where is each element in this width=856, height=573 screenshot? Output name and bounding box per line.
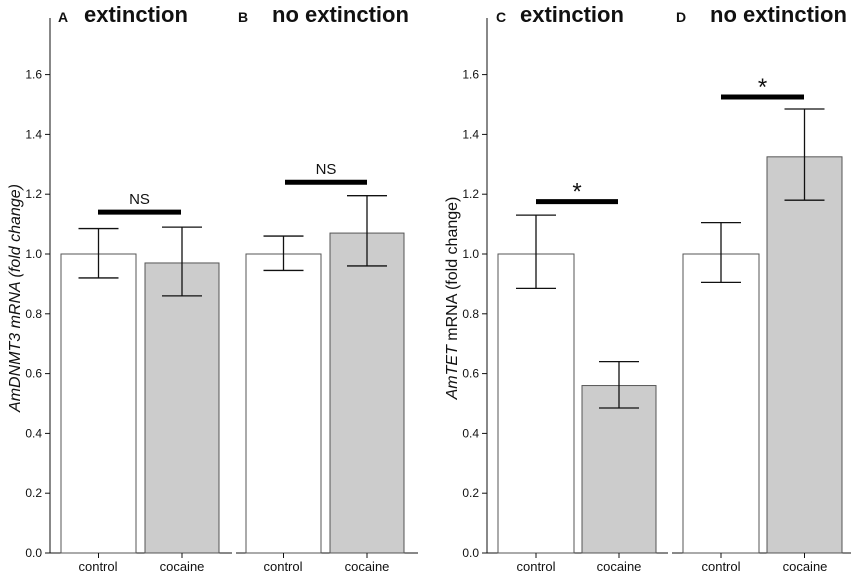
panel-letter-a: A: [58, 9, 68, 25]
y-ticks-left: 0.0 0.2 0.4 0.6 0.8 1.0 1.2 1.4 1.6: [25, 68, 50, 560]
y-axis-label-right-italic: AmTET: [444, 344, 461, 400]
y-tick-label: 0.4: [25, 426, 42, 440]
category-label-a-cocaine: cocaine: [160, 559, 205, 573]
y-axis-label-right-normal: mRNA (fold change): [444, 197, 461, 346]
y-tick-label: 0.6: [462, 367, 479, 381]
category-label-c-cocaine: cocaine: [597, 559, 642, 573]
y-axis-label-left-italic: AmDNMT3 mRNA (fold change): [7, 184, 24, 413]
significance-label-a: NS: [129, 191, 150, 208]
bar-a-control: [60, 253, 137, 554]
category-label-b-cocaine: cocaine: [345, 559, 390, 573]
chart-marks: control cocaine NS control cocaine NS control c…: [60, 74, 843, 573]
y-tick-label: 0.2: [462, 486, 479, 500]
panel-title-c: extinction: [520, 2, 624, 27]
y-tick-label: 0.0: [462, 546, 479, 560]
bar-d-cocaine: [766, 156, 843, 554]
panel-letter-c: C: [496, 9, 506, 25]
bar-c-control: [497, 253, 575, 554]
y-tick-label: 1.0: [462, 247, 479, 261]
category-label-b-control: control: [263, 559, 302, 573]
panel-letter-b: B: [238, 9, 248, 25]
y-tick-label: 1.6: [462, 68, 479, 82]
y-tick-label: 0.8: [25, 307, 42, 321]
bar-b-cocaine: [329, 232, 405, 554]
category-label-d-control: control: [701, 559, 740, 573]
panel-title-b: no extinction: [272, 2, 409, 27]
y-tick-label: 1.4: [25, 127, 42, 141]
panel-title-d: no extinction: [710, 2, 847, 27]
category-label-a-control: control: [78, 559, 117, 573]
y-tick-label: 0.4: [462, 426, 479, 440]
significance-label-b: NS: [316, 161, 337, 178]
y-tick-label: 0.2: [25, 486, 42, 500]
panel-title-a: extinction: [84, 2, 188, 27]
y-axis-label-left: AmDNMT3 mRNA (fold change): [7, 184, 24, 413]
y-tick-label: 1.6: [25, 68, 42, 82]
y-axis-label-right: AmTET mRNA (fold change): [444, 197, 461, 401]
y-tick-label: 0.8: [462, 307, 479, 321]
bar-b-control: [245, 253, 322, 554]
category-label-d-cocaine: cocaine: [783, 559, 828, 573]
y-tick-label: 0.0: [25, 546, 42, 560]
bar-a-cocaine: [144, 262, 220, 554]
panel-letter-d: D: [676, 9, 686, 25]
y-tick-label: 1.4: [462, 127, 479, 141]
y-tick-label: 1.2: [462, 187, 479, 201]
significance-label-d: *: [758, 74, 767, 101]
bar-d-control: [682, 253, 760, 554]
significance-label-c: *: [572, 179, 581, 206]
category-label-c-control: control: [516, 559, 555, 573]
y-tick-label: 0.6: [25, 367, 42, 381]
y-ticks-right: 0.0 0.2 0.4 0.6 0.8 1.0 1.2 1.4 1.6: [462, 68, 487, 560]
bar-c-cocaine: [581, 385, 657, 554]
y-tick-label: 1.0: [25, 247, 42, 261]
y-tick-label: 1.2: [25, 187, 42, 201]
